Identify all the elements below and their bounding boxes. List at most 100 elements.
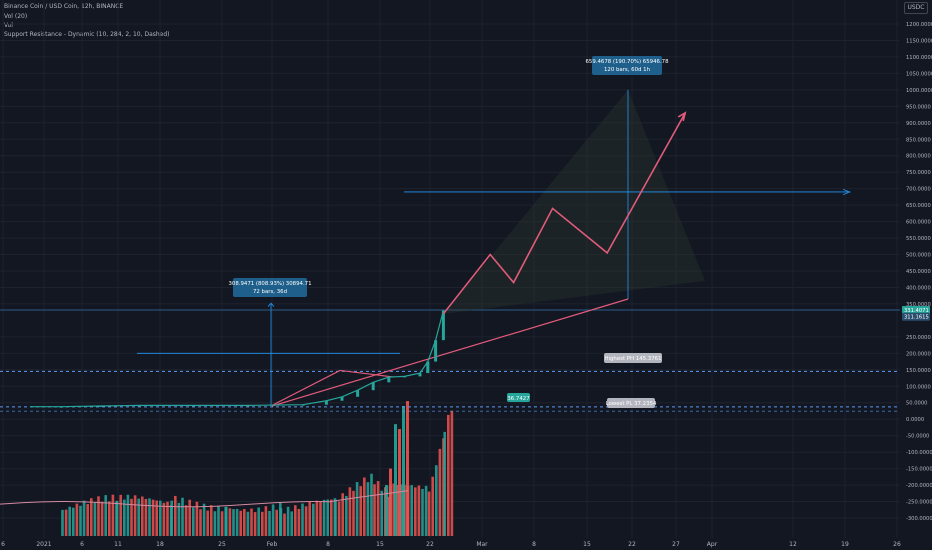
volume-bar: [435, 465, 438, 536]
value-label[interactable]: [507, 393, 530, 402]
volume-bar: [232, 509, 235, 536]
volume-ma-line: [0, 490, 409, 508]
volume-bar: [345, 495, 348, 536]
x-tick-label: 6: [80, 541, 84, 548]
volume-bar: [82, 500, 86, 536]
measure-label-1-text: 72 bars, 36d: [253, 289, 287, 295]
y-tick-label: 650.0000: [906, 203, 931, 209]
price-candle: [441, 310, 445, 341]
highest-ph-label-text: Highest PH 145.3761: [604, 356, 661, 362]
volume-bar: [330, 499, 333, 536]
lowest-pl-label-text: Lowest PL 37.2354: [606, 401, 657, 407]
price-candle: [324, 400, 328, 405]
volume-bar: [192, 507, 195, 536]
x-tick-label: 11: [114, 541, 122, 548]
measure-label-1[interactable]: [233, 278, 307, 297]
volume-bar: [376, 481, 380, 536]
volume-bar: [217, 506, 220, 536]
pattern-line: [271, 369, 395, 406]
volume-bar: [225, 506, 228, 536]
currency-badge[interactable]: USDC: [904, 2, 928, 14]
volume-bar: [373, 484, 376, 536]
volume-bar: [385, 485, 388, 536]
volume-bar: [166, 501, 169, 536]
y-tick-label: 550.0000: [906, 236, 931, 242]
x-tick-label: Apr: [707, 541, 718, 548]
lowest-pl-label[interactable]: [607, 398, 655, 408]
volume-bar: [414, 487, 417, 536]
volume-bar: [253, 512, 257, 536]
volume-bar: [199, 509, 202, 536]
volume-bar: [447, 414, 450, 536]
volume-bar: [417, 485, 421, 536]
volume-bar: [133, 495, 137, 536]
volume-bar: [162, 502, 166, 536]
volume-bar: [195, 501, 199, 536]
volume-bar: [421, 488, 424, 536]
volume-bar: [97, 496, 100, 536]
x-tick-label: Feb: [267, 541, 278, 548]
y-tick-label: 50.0000: [906, 401, 927, 407]
x-tick-label: 25: [218, 541, 226, 548]
volume-bar: [250, 508, 253, 536]
y-tick-label: 750.0000: [906, 170, 931, 176]
volume-bar: [159, 500, 162, 536]
x-tick-label: 15: [376, 541, 384, 548]
y-tick-label: 200.0000: [906, 351, 931, 357]
volume-bar: [100, 501, 104, 536]
volume-bar: [392, 483, 395, 536]
volume-bar: [177, 502, 181, 536]
volume-bar: [406, 401, 409, 536]
volume-bar: [228, 508, 232, 536]
volume-bar: [394, 424, 397, 536]
volume-bar: [322, 499, 326, 536]
measure-label-2[interactable]: [592, 56, 662, 75]
projection-fan: [443, 89, 705, 314]
y-tick-label: -100.0000: [906, 450, 932, 456]
price-axis-tag: [902, 306, 930, 315]
volume-bar: [202, 503, 206, 536]
volume-bar: [181, 497, 184, 536]
header-indicator-vol: Vol: [4, 22, 13, 29]
volume-bar: [410, 485, 413, 536]
header-indicator-vol20: Vol (20): [4, 13, 28, 20]
y-tick-label: 250.0000: [906, 335, 931, 341]
y-tick-label: 600.0000: [906, 220, 931, 226]
y-tick-label: 0.0000: [906, 417, 924, 423]
volume-bar: [243, 509, 246, 536]
x-tick-label: 12: [789, 541, 797, 548]
volume-bar: [315, 500, 319, 536]
volume-bar: [111, 494, 115, 536]
y-tick-label: 1150.0000: [906, 38, 932, 44]
highest-ph-label[interactable]: [604, 353, 662, 363]
volume-bar: [108, 501, 111, 536]
volume-bar: [443, 431, 446, 536]
y-tick-label: 1050.0000: [906, 71, 932, 77]
price-axis-tag: [902, 312, 930, 321]
volume-bar: [402, 406, 405, 536]
volume-bar: [75, 503, 79, 536]
x-tick-label: 6: [1, 541, 5, 548]
volume-bar: [68, 506, 71, 536]
y-tick-label: -150.0000: [906, 467, 932, 473]
y-tick-label: -250.0000: [906, 500, 932, 506]
volume-bar: [115, 500, 119, 536]
volume-bar: [363, 477, 366, 536]
volume-bar: [235, 508, 239, 536]
x-tick-label: 15: [583, 541, 591, 548]
volume-bar: [297, 508, 301, 536]
price-candle: [246, 405, 250, 407]
y-tick-label: 100.0000: [906, 384, 931, 390]
projection-arrowhead: [677, 111, 687, 122]
volume-bar: [424, 485, 428, 536]
volume-bar: [308, 501, 311, 536]
volume-bar: [188, 499, 191, 536]
volume-bar: [398, 429, 401, 536]
volume-bar: [90, 498, 93, 536]
value-label-text: 36.7427: [507, 396, 529, 402]
y-tick-label: 1100.0000: [906, 55, 932, 61]
price-candle: [137, 405, 141, 407]
volume-bar: [319, 501, 322, 536]
volume-bar: [148, 498, 151, 536]
